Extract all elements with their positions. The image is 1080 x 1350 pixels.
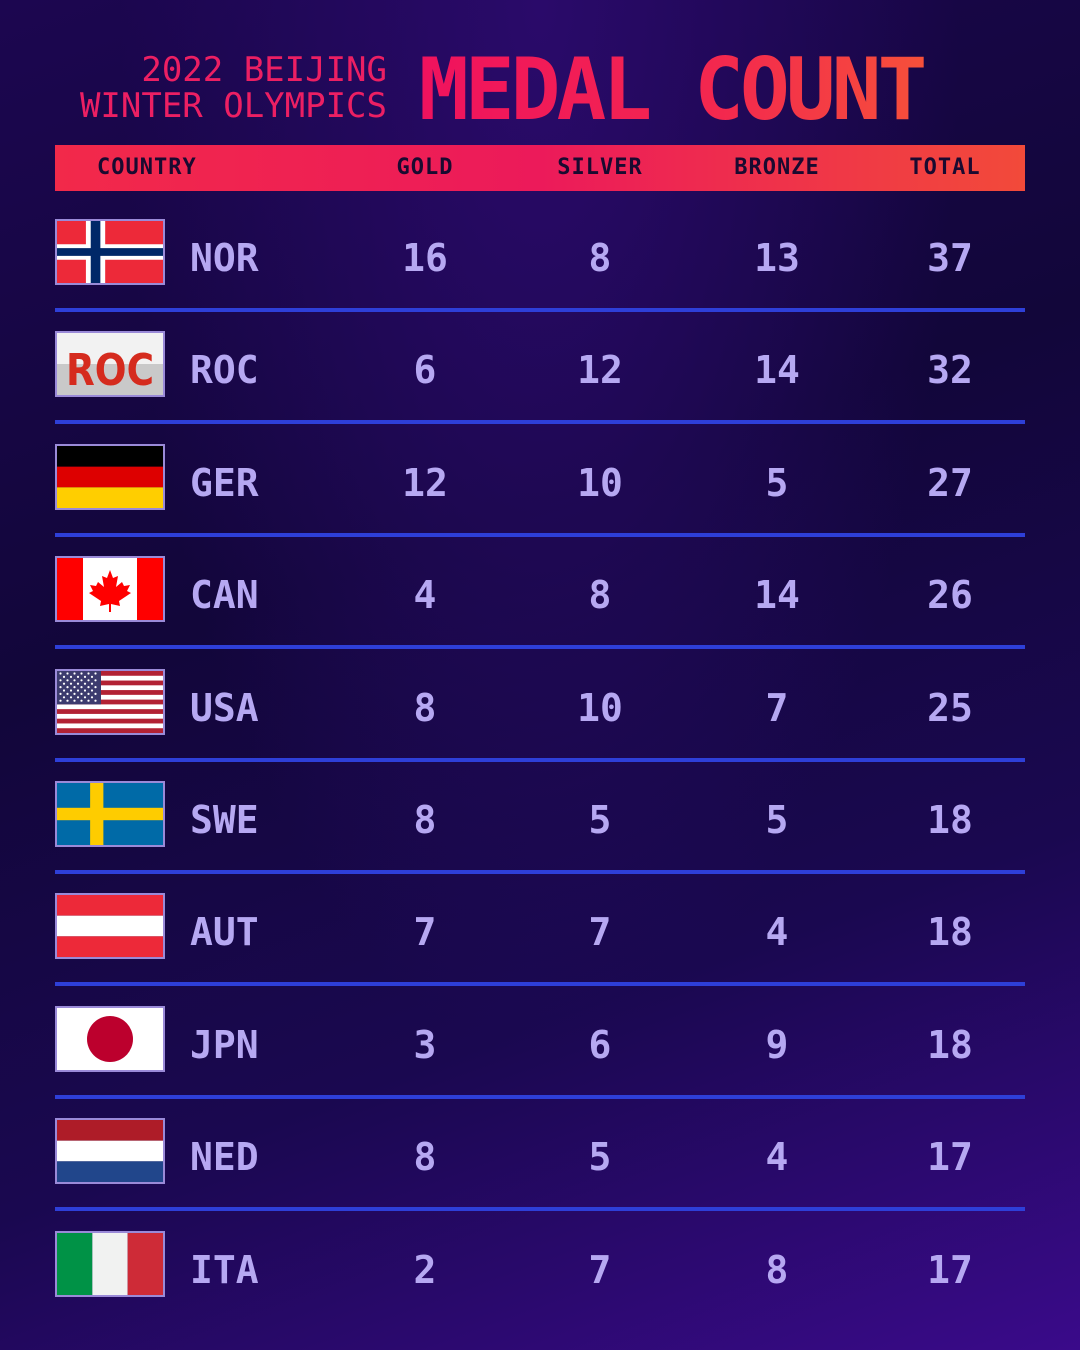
table-row: JPN 3 6 9 18 bbox=[55, 987, 1025, 1099]
gold-count: 8 bbox=[413, 685, 437, 730]
total-count: 26 bbox=[927, 573, 973, 618]
total-count: 32 bbox=[927, 348, 973, 393]
page-title: MEDAL COUNT bbox=[419, 40, 927, 140]
total-count: 18 bbox=[927, 798, 973, 842]
table-row: CAN 4 8 14 26 bbox=[55, 537, 1025, 650]
bronze-count: 4 bbox=[765, 1135, 789, 1180]
flag-usa-icon bbox=[55, 668, 165, 735]
bronze-count: 14 bbox=[754, 573, 800, 618]
column-header-bronze: BRONZE bbox=[734, 155, 820, 180]
event-subtitle: 2022 BEIJING WINTER OLYMPICS bbox=[79, 50, 387, 126]
column-header-silver: SILVER bbox=[557, 155, 643, 180]
row-separator bbox=[55, 308, 1025, 312]
bronze-count: 14 bbox=[754, 348, 800, 393]
country-code: NED bbox=[190, 1135, 259, 1180]
table-row: NED 8 5 4 17 bbox=[55, 1099, 1025, 1212]
silver-count: 5 bbox=[588, 798, 612, 842]
bronze-count: 8 bbox=[765, 1247, 789, 1292]
silver-count: 12 bbox=[577, 348, 623, 393]
table-row: AUT 7 7 4 18 bbox=[55, 874, 1025, 987]
flag-sweden-icon bbox=[55, 781, 165, 847]
row-separator bbox=[55, 870, 1025, 874]
flag-norway-icon bbox=[55, 219, 165, 285]
gold-count: 8 bbox=[413, 798, 437, 842]
flag-italy-icon bbox=[55, 1230, 165, 1297]
gold-count: 8 bbox=[413, 1135, 437, 1180]
total-count: 27 bbox=[927, 460, 973, 505]
gold-count: 6 bbox=[413, 348, 437, 393]
svg-text:ROC: ROC bbox=[66, 345, 154, 395]
row-separator bbox=[55, 1207, 1025, 1212]
total-count: 17 bbox=[927, 1247, 973, 1292]
total-count: 18 bbox=[927, 1022, 973, 1067]
flag-canada-icon bbox=[55, 556, 165, 623]
silver-count: 5 bbox=[588, 1135, 612, 1180]
silver-count: 7 bbox=[588, 910, 612, 955]
total-count: 17 bbox=[927, 1135, 973, 1180]
silver-count: 8 bbox=[588, 573, 612, 618]
gold-count: 3 bbox=[413, 1022, 437, 1067]
row-separator bbox=[55, 645, 1025, 650]
table-row: NOR 16 8 13 37 bbox=[55, 200, 1025, 312]
gold-count: 16 bbox=[402, 236, 448, 280]
country-code: GER bbox=[190, 460, 259, 505]
column-header-gold: GOLD bbox=[396, 155, 454, 180]
gold-count: 2 bbox=[413, 1247, 437, 1292]
bronze-count: 13 bbox=[754, 236, 800, 280]
flag-netherlands-icon bbox=[55, 1118, 165, 1185]
country-code: NOR bbox=[190, 236, 259, 280]
flag-germany-icon bbox=[55, 443, 165, 510]
country-code: ITA bbox=[190, 1247, 259, 1292]
silver-count: 7 bbox=[588, 1247, 612, 1292]
gold-count: 12 bbox=[402, 460, 448, 505]
row-separator bbox=[55, 532, 1025, 537]
bronze-count: 5 bbox=[765, 798, 789, 842]
row-separator bbox=[55, 757, 1025, 762]
table-row: GER 12 10 5 27 bbox=[55, 425, 1025, 537]
country-code: ROC bbox=[190, 348, 259, 393]
row-separator bbox=[55, 982, 1025, 987]
gold-count: 7 bbox=[413, 910, 437, 955]
flag-austria-icon bbox=[55, 893, 165, 960]
country-code: SWE bbox=[190, 798, 259, 842]
bronze-count: 7 bbox=[765, 685, 789, 730]
table-row: ROC ROC 6 12 14 32 bbox=[55, 312, 1025, 425]
silver-count: 10 bbox=[577, 460, 623, 505]
column-header-country: COUNTRY bbox=[97, 155, 197, 180]
header: 2022 BEIJING WINTER OLYMPICS MEDAL COUNT bbox=[55, 42, 1025, 138]
column-header-total: TOTAL bbox=[909, 155, 981, 180]
table-row: SWE 8 5 5 18 bbox=[55, 762, 1025, 874]
total-count: 25 bbox=[927, 685, 973, 730]
country-code: CAN bbox=[190, 573, 259, 618]
silver-count: 8 bbox=[588, 236, 612, 280]
silver-count: 6 bbox=[588, 1022, 612, 1067]
flag-japan-icon bbox=[55, 1005, 165, 1072]
bronze-count: 4 bbox=[765, 910, 789, 955]
row-separator bbox=[55, 420, 1025, 425]
table-header: COUNTRY GOLD SILVER BRONZE TOTAL bbox=[55, 145, 1025, 191]
bronze-count: 5 bbox=[765, 460, 789, 505]
table-row: ITA 2 7 8 17 bbox=[55, 1212, 1025, 1324]
gold-count: 4 bbox=[413, 573, 437, 618]
silver-count: 10 bbox=[577, 685, 623, 730]
total-count: 18 bbox=[927, 910, 973, 955]
bronze-count: 9 bbox=[765, 1022, 789, 1067]
table-row: USA 8 10 7 25 bbox=[55, 650, 1025, 762]
row-separator bbox=[55, 1094, 1025, 1099]
country-code: USA bbox=[190, 685, 259, 730]
total-count: 37 bbox=[927, 236, 973, 280]
country-code: AUT bbox=[190, 910, 259, 955]
country-code: JPN bbox=[190, 1022, 259, 1067]
flag-roc-icon: ROC bbox=[55, 331, 165, 398]
